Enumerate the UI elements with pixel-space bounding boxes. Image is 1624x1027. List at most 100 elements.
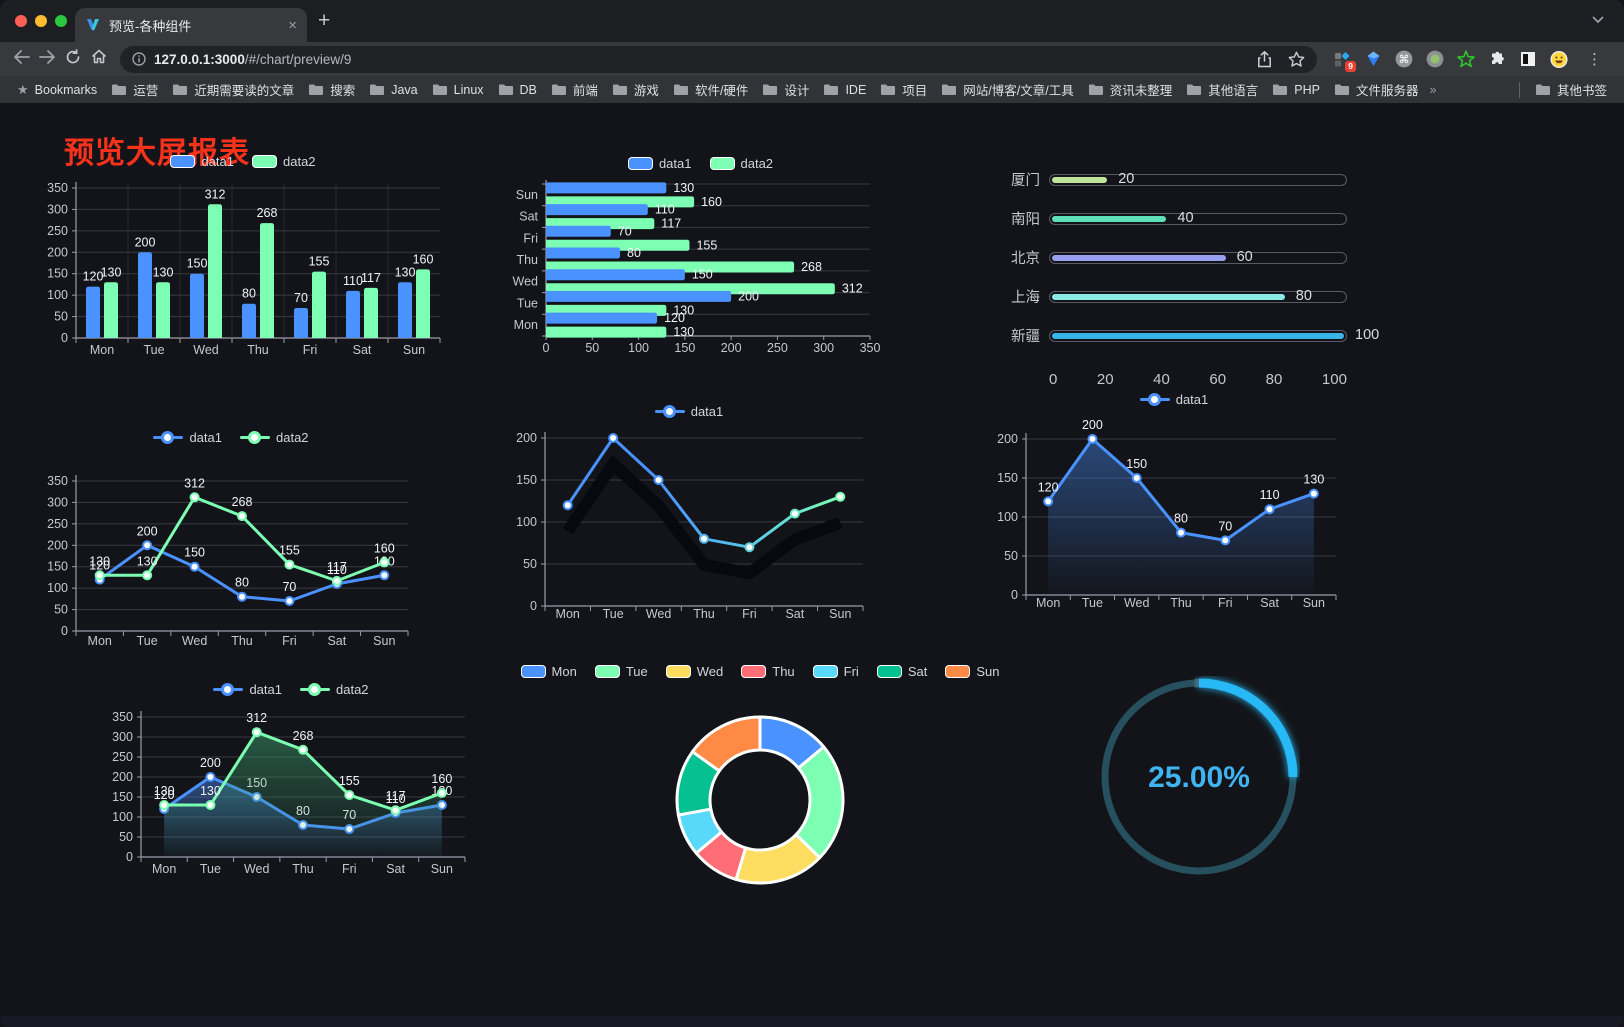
address-bar[interactable]: 127.0.0.1:3000/#/chart/preview/9 [120, 45, 1317, 73]
legend-item[interactable]: Sat [876, 664, 927, 679]
legend-swatch [594, 664, 620, 678]
legend-item[interactable]: data1 [627, 156, 692, 171]
grid-extension-icon[interactable]: 9 [1333, 50, 1356, 72]
close-window-button[interactable] [15, 15, 27, 27]
tab-search-chevron-icon[interactable] [1592, 16, 1604, 24]
svg-text:80: 80 [242, 287, 256, 301]
page-info-icon[interactable] [132, 52, 146, 66]
svg-text:110: 110 [343, 274, 363, 288]
legend-item[interactable]: Fri [812, 664, 859, 679]
chart-legend: data1 data2 [103, 678, 479, 700]
url-text[interactable]: 127.0.0.1:3000/#/chart/preview/9 [154, 52, 351, 67]
chart-canvas[interactable]: 25.00% [1098, 676, 1300, 878]
bookmark-star-icon[interactable] [1288, 51, 1305, 67]
legend-item[interactable]: data1 [654, 404, 723, 419]
bar-chart-horizontal[interactable]: data1 data2 Sun Sat Fri Thu Wed Tue Mon 0 50 100 150… [508, 152, 893, 379]
chart-canvas[interactable]: 0 50 100 150 200 250 300 350 Mon Tue Wed Thu Fri Sat S… [103, 700, 479, 885]
chart-canvas[interactable]: 0 50 100 150 200 Mon Tue Wed Thu Fri Sat Sun 120 200 1… [986, 410, 1362, 615]
reload-button[interactable] [60, 48, 86, 70]
svg-text:130: 130 [153, 265, 174, 279]
svg-text:110: 110 [386, 792, 406, 806]
bookmark-item[interactable]: PHP [1265, 81, 1327, 99]
gauge-chart[interactable]: 25.00% [1098, 676, 1300, 878]
bookmark-item[interactable]: Java [362, 81, 424, 99]
svg-text:117: 117 [386, 789, 406, 803]
home-button[interactable] [86, 49, 112, 69]
bookmark-item[interactable]: 运营 [104, 78, 165, 101]
chart-canvas[interactable]: 0 50 100 150 200 Mon Tue Wed Thu Fri Sat Sun [503, 422, 875, 627]
bookmark-label: IDE [845, 82, 867, 97]
legend-item[interactable]: data1 [1139, 392, 1208, 407]
green-dot-extension-icon[interactable] [1426, 50, 1444, 68]
bookmark-item[interactable]: 项目 [873, 78, 934, 101]
svg-text:Wed: Wed [1124, 596, 1150, 610]
donut-chart[interactable]: Mon Tue Wed Thu Fri Sat Sun [520, 660, 999, 917]
legend-item[interactable]: data1 [153, 430, 222, 445]
back-button[interactable] [8, 49, 34, 69]
kite-extension-icon[interactable] [1364, 50, 1382, 68]
new-tab-button[interactable]: + [318, 9, 331, 32]
split-square-extension-icon[interactable] [1519, 50, 1537, 68]
svg-text:130: 130 [200, 784, 221, 798]
bookmark-item[interactable]: 游戏 [605, 78, 666, 101]
bookmark-item[interactable]: DB [491, 81, 544, 99]
progress-row[interactable]: 北京 60 [1002, 238, 1347, 277]
bookmark-item[interactable]: 其他语言 [1179, 78, 1265, 101]
bookmark-item[interactable]: 网站/博客/文章/工具 [934, 78, 1080, 101]
url-path: /#/chart/preview/9 [244, 51, 352, 67]
svg-text:110: 110 [1260, 488, 1280, 502]
line-chart-area[interactable]: data1 0 50 100 150 200 Mon Tue Wed Thu Fri Sat Sun 12… [986, 388, 1362, 620]
legend-item[interactable]: data2 [240, 430, 309, 445]
bar-chart-vertical[interactable]: data1 data2 0 50 100 150 200 250 300 350 Mon Tue Wed… [38, 150, 448, 369]
browser-menu-icon[interactable]: ⋮ [1587, 51, 1602, 68]
chart-canvas[interactable]: Sun Sat Fri Thu Wed Tue Mon 0 50 100 150 200 250 300 3… [508, 174, 893, 374]
puzzle-extensions-icon[interactable] [1488, 50, 1506, 68]
bookmark-item[interactable]: 资讯未整理 [1081, 78, 1180, 101]
bookmark-item[interactable]: 文件服务器 [1327, 78, 1426, 101]
progress-row[interactable]: 南阳 40 [1002, 199, 1347, 238]
tab-close-icon[interactable]: × [288, 16, 297, 34]
progress-row[interactable]: 上海 80 [1002, 277, 1347, 316]
legend-item[interactable]: data1 [170, 154, 234, 169]
legend-item[interactable]: Tue [594, 664, 648, 679]
progress-fill [1052, 332, 1344, 339]
bookmark-item[interactable]: 搜索 [301, 78, 362, 101]
chart-canvas[interactable]: 0 50 100 150 200 250 300 350 Mon Tue Wed Thu Fri Sat S… [38, 172, 448, 364]
legend-item[interactable]: data2 [709, 156, 773, 171]
command-extension-icon[interactable]: ⌘ [1395, 50, 1413, 68]
progress-row[interactable]: 新疆 100 [1002, 316, 1379, 355]
other-bookmarks[interactable]: 其他书签 [1528, 78, 1614, 101]
browser-tab[interactable]: 预览-各种组件 × [75, 8, 307, 42]
legend-item[interactable]: Sun [945, 664, 999, 679]
legend-item[interactable]: Thu [741, 664, 795, 679]
bookmark-item[interactable]: 软件/硬件 [666, 78, 755, 101]
bookmark-item[interactable]: 设计 [755, 78, 816, 101]
line-chart-gradient[interactable]: data1 0 50 100 150 200 Mon Tue Wed Thu Fri Sat Sun [503, 400, 875, 632]
zoom-window-button[interactable] [55, 15, 67, 27]
chart-canvas[interactable]: 0 50 100 150 200 250 300 350 Mon Tue Wed Thu Fri Sat S… [42, 448, 420, 655]
legend-item[interactable]: data2 [252, 154, 316, 169]
bookmark-item[interactable]: 近期需要读的文章 [165, 78, 301, 101]
legend-item[interactable]: Wed [665, 664, 723, 679]
bookmarks-manager[interactable]: ★ Bookmarks [10, 80, 104, 100]
line-chart-area-two[interactable]: data1 data2 0 50 100 150 200 250 300 350 Mon Tue Wed… [103, 678, 479, 890]
legend-item[interactable]: data1 [213, 682, 282, 697]
share-icon[interactable] [1257, 50, 1272, 68]
chart-canvas[interactable] [560, 682, 960, 912]
bookmark-item[interactable]: IDE [816, 81, 873, 99]
chart-legend: data1 [986, 388, 1362, 410]
legend-item[interactable]: Mon [520, 664, 577, 679]
line-chart-two-series[interactable]: data1 data2 0 50 100 150 200 250 300 350 Mon Tue Wed… [42, 426, 420, 660]
bookmark-item[interactable]: 前端 [544, 78, 605, 101]
emoji-extension-icon[interactable] [1550, 50, 1568, 68]
progress-fill [1052, 254, 1226, 261]
svg-text:0: 0 [61, 624, 68, 638]
legend-item[interactable]: data2 [300, 682, 369, 697]
bookmarks-overflow-chevron[interactable]: » [1429, 82, 1437, 97]
forward-button[interactable] [34, 49, 60, 69]
green-star-extension-icon[interactable] [1457, 50, 1475, 68]
progress-row[interactable]: 厦门 20 [1002, 160, 1347, 199]
progress-bars-chart[interactable]: 厦门 20 南阳 40 北京 60 上海 80 新疆 100 0 20 40 60 80 100 [1002, 160, 1379, 389]
minimize-window-button[interactable] [35, 15, 47, 27]
bookmark-item[interactable]: Linux [425, 81, 491, 99]
